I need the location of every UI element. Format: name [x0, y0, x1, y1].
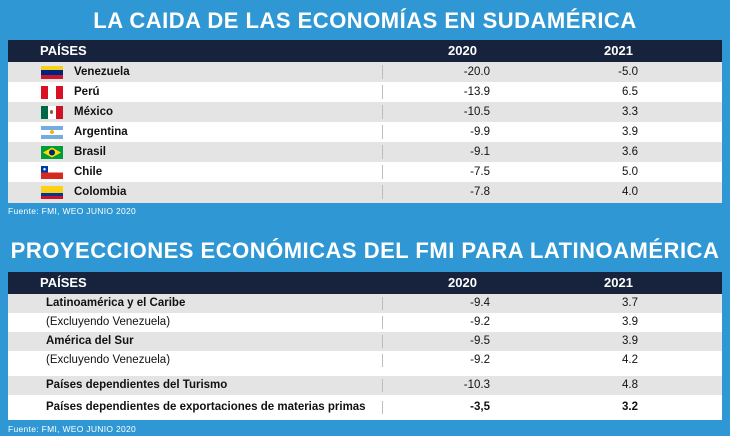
- table2-col-countries: PAÍSES: [40, 275, 87, 290]
- table2-col-2020: 2020: [448, 275, 477, 290]
- peru-flag-icon: [41, 86, 63, 99]
- chile-flag-icon: [41, 166, 63, 179]
- table1-col-countries: PAÍSES: [40, 43, 87, 58]
- value-2021: 3.9: [622, 126, 638, 138]
- row-label: Países dependientes de exportaciones de …: [46, 401, 366, 413]
- argentina-flag-icon: [41, 126, 63, 139]
- table2-title: PROYECCIONES ECONÓMICAS DEL FMI PARA LAT…: [10, 238, 720, 263]
- table-row: Colombia -7.8 4.0: [8, 182, 722, 203]
- value-2020: -9.2: [470, 316, 490, 328]
- value-2021: 4.8: [622, 379, 638, 391]
- country-name: Chile: [74, 166, 103, 178]
- table-row: Perú -13.9 6.5: [8, 82, 722, 102]
- value-2021: 3.2: [622, 401, 638, 413]
- value-2021: 3.7: [622, 297, 638, 309]
- table-row: Latinoamérica y el Caribe -9.4 3.7: [8, 294, 722, 313]
- value-2021: 4.0: [622, 186, 638, 198]
- value-2020: -9.2: [470, 354, 490, 366]
- table1-body: Venezuela -20.0 -5.0 Perú -13.9 6.5 Méxi…: [8, 62, 722, 203]
- value-2021: 3.9: [622, 316, 638, 328]
- value-2021: 6.5: [622, 86, 638, 98]
- value-2021: 4.2: [622, 354, 638, 366]
- row-label: (Excluyendo Venezuela): [46, 316, 171, 328]
- table1-source: Fuente: FMI, WEO JUNIO 2020: [8, 206, 137, 216]
- country-name: Venezuela: [74, 66, 130, 78]
- country-name: Brasil: [74, 146, 106, 158]
- row-label: América del Sur: [46, 335, 134, 347]
- value-2020: -9.9: [470, 126, 490, 138]
- table-row: Países dependientes del Turismo -10.3 4.…: [8, 376, 722, 395]
- table-row: México -10.5 3.3: [8, 102, 722, 122]
- country-name: México: [74, 106, 113, 118]
- value-2020: -3,5: [470, 401, 490, 413]
- value-2021: 3.3: [622, 106, 638, 118]
- country-name: Argentina: [74, 126, 128, 138]
- venezuela-flag-icon: [41, 66, 63, 79]
- table-row: Venezuela -20.0 -5.0: [8, 62, 722, 82]
- value-2021: 5.0: [622, 166, 638, 178]
- row-label: Países dependientes del Turismo: [46, 379, 228, 391]
- table2-col-2021: 2021: [604, 275, 633, 290]
- value-2021: -5.0: [618, 66, 638, 78]
- table2-body: Latinoamérica y el Caribe -9.4 3.7 (Excl…: [8, 294, 722, 420]
- country-name: Colombia: [74, 186, 127, 198]
- value-2020: -7.8: [470, 186, 490, 198]
- value-2020: -9.5: [470, 335, 490, 347]
- table-row: (Excluyendo Venezuela) -9.2 4.2: [8, 351, 722, 370]
- value-2020: -9.1: [470, 146, 490, 158]
- table2-header: PAÍSES 2020 2021: [8, 272, 722, 294]
- table1-title: LA CAIDA DE LAS ECONOMÍAS EN SUDAMÉRICA: [93, 8, 637, 33]
- table-row: Chile -7.5 5.0: [8, 162, 722, 182]
- value-2020: -20.0: [463, 66, 490, 78]
- table-row: Argentina -9.9 3.9: [8, 122, 722, 142]
- table2-source: Fuente: FMI, WEO JUNIO 2020: [8, 424, 137, 434]
- table-row: América del Sur -9.5 3.9: [8, 332, 722, 351]
- brazil-flag-icon: [41, 146, 63, 159]
- value-2020: -10.3: [463, 379, 490, 391]
- table-row: Brasil -9.1 3.6: [8, 142, 722, 162]
- value-2020: -10.5: [463, 106, 490, 118]
- value-2021: 3.9: [622, 335, 638, 347]
- value-2020: -9.4: [470, 297, 490, 309]
- value-2020: -13.9: [463, 86, 490, 98]
- table-row: Países dependientes de exportaciones de …: [8, 398, 722, 417]
- table1-col-2021: 2021: [604, 43, 633, 58]
- value-2020: -7.5: [470, 166, 490, 178]
- table1-header: PAÍSES 2020 2021: [8, 40, 722, 62]
- value-2021: 3.6: [622, 146, 638, 158]
- row-label: (Excluyendo Venezuela): [46, 354, 171, 366]
- country-name: Perú: [74, 86, 100, 98]
- mexico-flag-icon: [41, 106, 63, 119]
- row-label: Latinoamérica y el Caribe: [46, 297, 186, 309]
- table-row: (Excluyendo Venezuela) -9.2 3.9: [8, 313, 722, 332]
- table1-col-2020: 2020: [448, 43, 477, 58]
- colombia-flag-icon: [41, 186, 63, 199]
